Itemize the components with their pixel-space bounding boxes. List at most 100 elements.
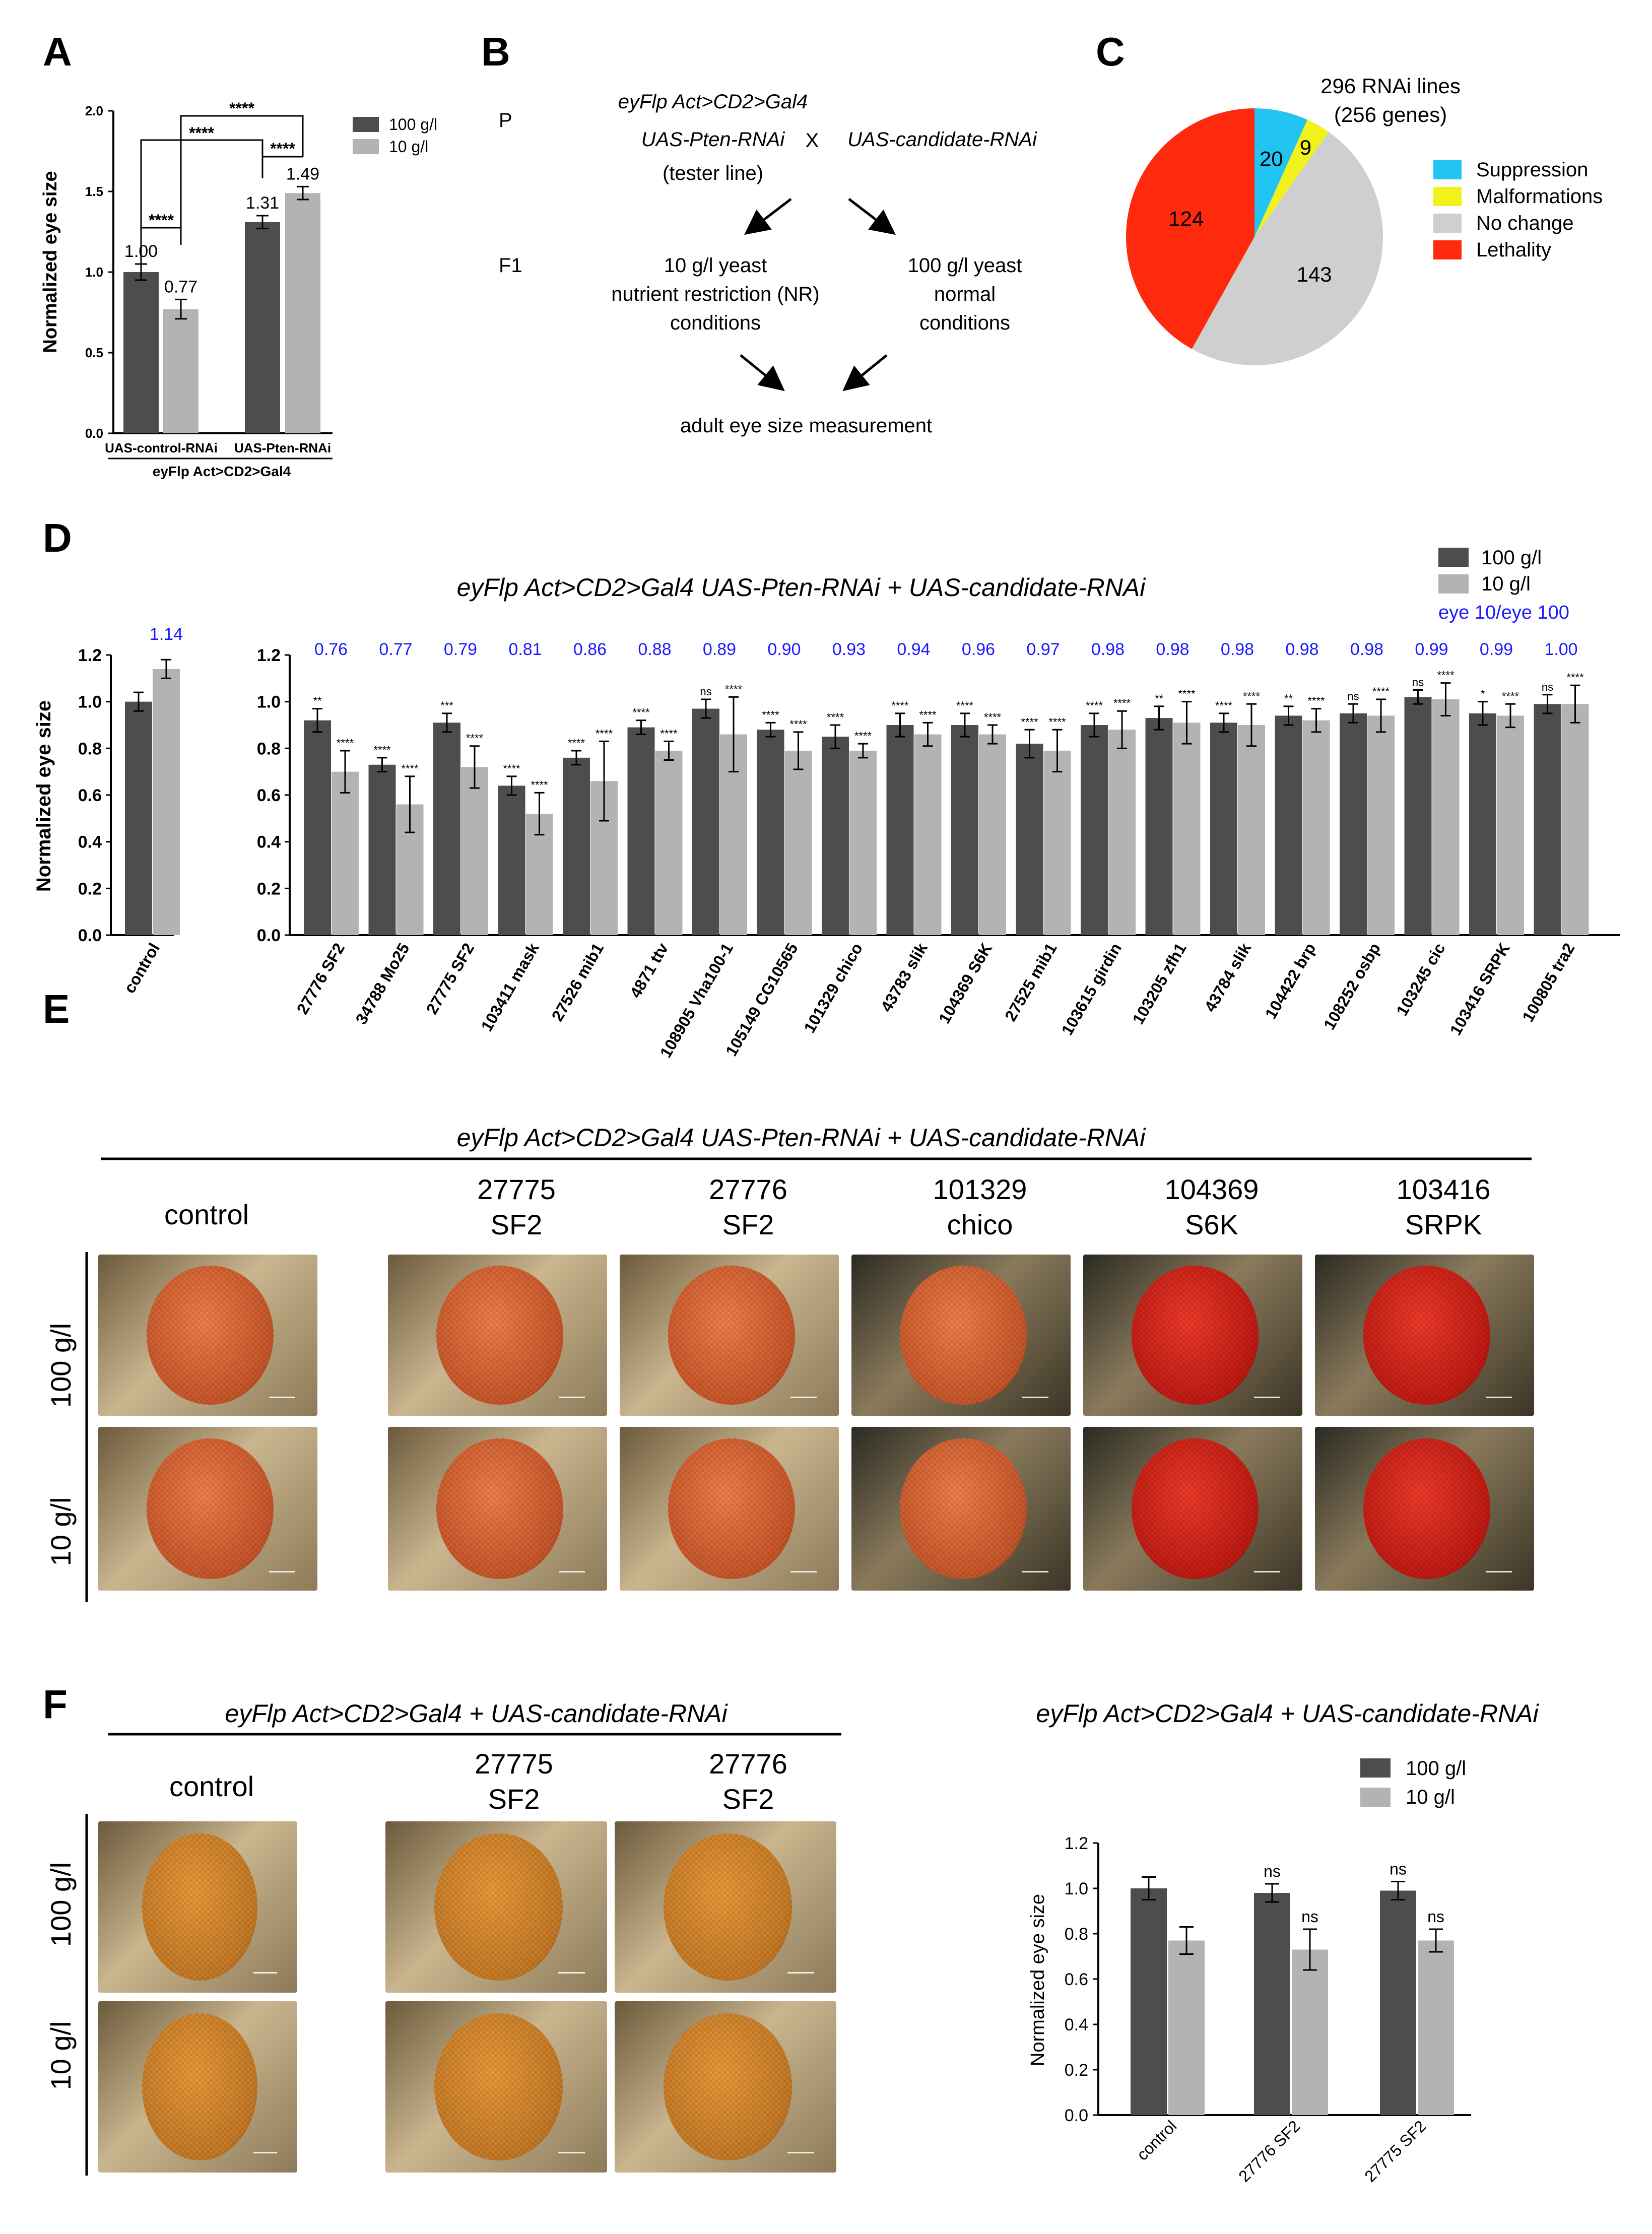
eye-photo-100gl bbox=[388, 1255, 607, 1416]
panel-d-significance: **** bbox=[891, 699, 909, 712]
panel-d-tick-label: 0.8 bbox=[78, 739, 102, 758]
panel-label-c: C bbox=[1096, 29, 1125, 74]
panel-d-significance: ns bbox=[1347, 690, 1359, 702]
panel-label-a: A bbox=[43, 29, 72, 74]
pie-legend-label: No change bbox=[1476, 212, 1573, 234]
panel-d-error-bar bbox=[701, 698, 711, 719]
panel-f-title: eyFlp Act>CD2>Gal4 + UAS-candidate-RNAi bbox=[225, 1699, 728, 1728]
panel-d-legend-swatch-dark bbox=[1438, 548, 1469, 567]
panel-f-bar bbox=[1254, 1893, 1290, 2115]
compound-eye bbox=[436, 1266, 563, 1405]
panel-d-error-bar bbox=[960, 712, 970, 738]
compound-eye bbox=[668, 1266, 795, 1405]
panel-f-error-bar bbox=[1265, 1883, 1279, 1903]
panel-d-significance: * bbox=[1481, 688, 1485, 700]
panel-a-bar bbox=[285, 193, 320, 433]
panel-d-ratio-value: 0.98 bbox=[1156, 640, 1189, 659]
panel-f-category-label: 27776 SF2 bbox=[1235, 2117, 1303, 2185]
panel-d-error-bar bbox=[664, 740, 674, 761]
eye-photo-100gl bbox=[1083, 1255, 1302, 1416]
panel-d-bar bbox=[1210, 722, 1237, 935]
compound-eye bbox=[663, 2013, 792, 2161]
panel-d-error-bar bbox=[1246, 703, 1257, 747]
panel-d-control-ratio: 1.14 bbox=[150, 625, 183, 644]
pie-legend-swatch bbox=[1433, 187, 1462, 206]
panel-d-ratio-value: 0.99 bbox=[1480, 640, 1513, 659]
panel-d-bar bbox=[332, 771, 359, 935]
panel-d-category-label: 108905 Vha100-1 bbox=[656, 940, 737, 1061]
panel-d-bar bbox=[1561, 704, 1589, 935]
panel-d-error-bar bbox=[1181, 701, 1192, 745]
eye-photo-10gl bbox=[1083, 1427, 1302, 1591]
panel-d-bar bbox=[1469, 713, 1496, 935]
panel-d-bar bbox=[1173, 722, 1201, 935]
panel-d-error-bar bbox=[922, 721, 933, 747]
eye-photo-100gl bbox=[620, 1255, 839, 1416]
panel-d-bar bbox=[368, 764, 396, 935]
panel-f-legend-2: 10 g/l bbox=[1406, 1786, 1455, 1808]
panel-d-bar bbox=[1081, 725, 1108, 935]
panel-d-significance: *** bbox=[440, 699, 453, 712]
panel-a-ylabel: Normalized eye size bbox=[40, 171, 61, 353]
panel-d-significance: ns bbox=[1412, 676, 1424, 689]
panel-e-column-label: SF2 bbox=[491, 1209, 543, 1240]
panel-d-error-bar bbox=[506, 775, 517, 796]
panel-e-column-label: 27776 bbox=[709, 1173, 787, 1205]
pie-legend-swatch bbox=[1433, 160, 1462, 179]
scale-bar bbox=[1486, 1396, 1512, 1398]
scale-bar bbox=[253, 1972, 278, 1974]
panel-d-bar bbox=[1534, 704, 1561, 935]
panel-d-error-bar bbox=[534, 792, 545, 836]
panel-e-column-label: 101329 bbox=[933, 1173, 1027, 1205]
panel-a-tick-label: 0.0 bbox=[85, 426, 103, 441]
panel-f-legend-swatch-light bbox=[1360, 1788, 1391, 1807]
scale-bar bbox=[558, 2152, 585, 2154]
pie-legend-label: Suppression bbox=[1476, 159, 1588, 181]
pie-legend-label: Lethality bbox=[1476, 239, 1551, 261]
panel-d-category-label: 100805 tra2 bbox=[1518, 940, 1578, 1025]
panel-d-bar bbox=[304, 720, 331, 935]
panel-b-candidate: UAS-candidate-RNAi bbox=[847, 128, 1037, 151]
panel-a-tick-label: 2.0 bbox=[85, 103, 103, 118]
panel-f-tick-label: 0.2 bbox=[1065, 2061, 1088, 2080]
panel-d-bar bbox=[153, 669, 180, 935]
panel-d-bar bbox=[498, 785, 525, 935]
panel-d-significance: ns bbox=[1542, 681, 1553, 693]
eye-photo-100gl bbox=[851, 1255, 1071, 1416]
panel-d-category-label: 103615 girdin bbox=[1058, 940, 1125, 1038]
panel-f-row-1: 100 g/l bbox=[45, 1862, 77, 1947]
panel-a-sig-1: **** bbox=[149, 211, 174, 229]
panel-d-bar bbox=[1108, 730, 1136, 935]
panel-f-error-bar bbox=[1429, 1928, 1443, 1953]
panel-e-row-2: 10 g/l bbox=[45, 1497, 77, 1566]
panel-label-d: D bbox=[43, 515, 72, 560]
pie-slice-no-change bbox=[1192, 132, 1383, 366]
panel-d-category-label: 101329 chico bbox=[800, 940, 866, 1036]
panel-e-column-label: 27775 bbox=[477, 1173, 556, 1205]
panel-d-ratio-value: 0.86 bbox=[573, 640, 607, 659]
panel-f-error-bar bbox=[1303, 1928, 1317, 1971]
compound-eye bbox=[146, 1266, 274, 1405]
scale-bar bbox=[787, 2152, 814, 2154]
panel-b-cross-scheme: P eyFlp Act>CD2>Gal4 UAS-Pten-RNAi (test… bbox=[499, 91, 1037, 437]
panel-d-ratio-label: eye 10/eye 100 bbox=[1438, 602, 1569, 623]
pie-legend-swatch bbox=[1433, 214, 1462, 233]
panel-d-bar bbox=[1432, 699, 1460, 935]
panel-d-error-bar bbox=[377, 757, 387, 773]
panel-d-error-bar bbox=[405, 775, 415, 833]
panel-d-category-label: 103416 SRPK bbox=[1446, 940, 1513, 1038]
panel-d-ratio-value: 0.93 bbox=[832, 640, 866, 659]
panel-d-category-label: 103411 mask bbox=[478, 940, 543, 1034]
panel-d-bar bbox=[757, 730, 784, 935]
panel-d-error-bar bbox=[134, 691, 144, 712]
panel-f-tick-label: 0.4 bbox=[1065, 2015, 1088, 2034]
pie-value-label: 124 bbox=[1168, 207, 1204, 231]
panel-a-bar bbox=[245, 222, 280, 433]
panel-d-error-bar bbox=[1117, 710, 1127, 749]
panel-a-sig-4: **** bbox=[270, 140, 295, 158]
panel-d-significance: **** bbox=[762, 708, 779, 721]
panel-d-bar bbox=[461, 767, 488, 935]
panel-b-nr-2: nutrient restriction (NR) bbox=[611, 283, 819, 305]
panel-d-bar bbox=[627, 727, 655, 935]
scale-bar bbox=[787, 1972, 814, 1974]
